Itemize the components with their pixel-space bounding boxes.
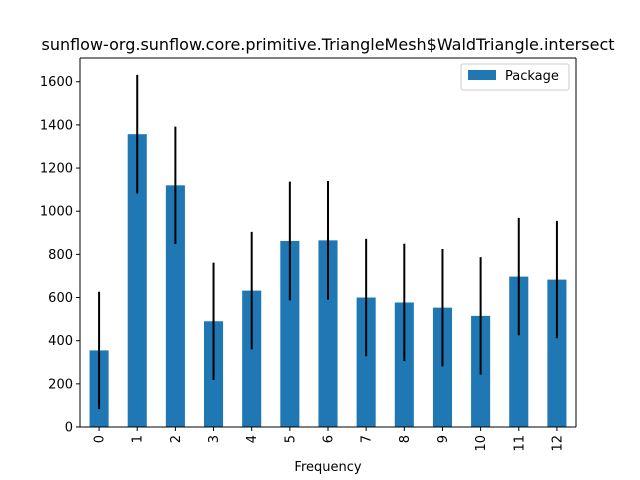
- bar: [509, 276, 529, 427]
- y-tick-label: 800: [48, 248, 73, 263]
- bar: [127, 134, 147, 427]
- y-tick-label: 400: [48, 334, 73, 349]
- bar: [547, 279, 567, 427]
- legend-label: Package: [505, 69, 559, 84]
- bar: [394, 302, 414, 427]
- y-tick-label: 1200: [40, 162, 73, 177]
- bar: [280, 240, 300, 427]
- bar: [242, 290, 262, 427]
- y-tick-label: 600: [48, 291, 73, 306]
- bar: [165, 185, 185, 427]
- x-tick-label: 12: [550, 435, 565, 452]
- y-tick-label: 1000: [40, 205, 73, 220]
- x-tick-label: 3: [207, 435, 222, 443]
- x-tick-label: 8: [398, 435, 413, 443]
- x-tick-label: 10: [474, 435, 489, 452]
- bar: [432, 307, 452, 427]
- legend-swatch: [468, 70, 496, 80]
- x-tick-label: 11: [512, 435, 527, 452]
- x-tick-label: 2: [169, 435, 184, 443]
- x-tick-label: 9: [436, 435, 451, 443]
- x-tick-label: 7: [360, 435, 375, 443]
- x-tick-label: 4: [245, 435, 260, 443]
- chart-title: sunflow-org.sunflow.core.primitive.Trian…: [41, 35, 614, 54]
- y-tick-label: 1600: [40, 75, 73, 90]
- bar: [318, 240, 338, 427]
- y-tick-label: 1400: [40, 118, 73, 133]
- legend: Package: [460, 63, 570, 91]
- x-tick-label: 5: [283, 435, 298, 443]
- y-tick-label: 0: [65, 421, 73, 436]
- x-axis-title: Frequency: [294, 460, 361, 475]
- y-tick-label: 200: [48, 377, 73, 392]
- x-tick-label: 0: [93, 435, 108, 443]
- bar: [356, 297, 376, 427]
- x-tick-label: 1: [131, 435, 146, 443]
- x-tick-label: 6: [322, 435, 337, 443]
